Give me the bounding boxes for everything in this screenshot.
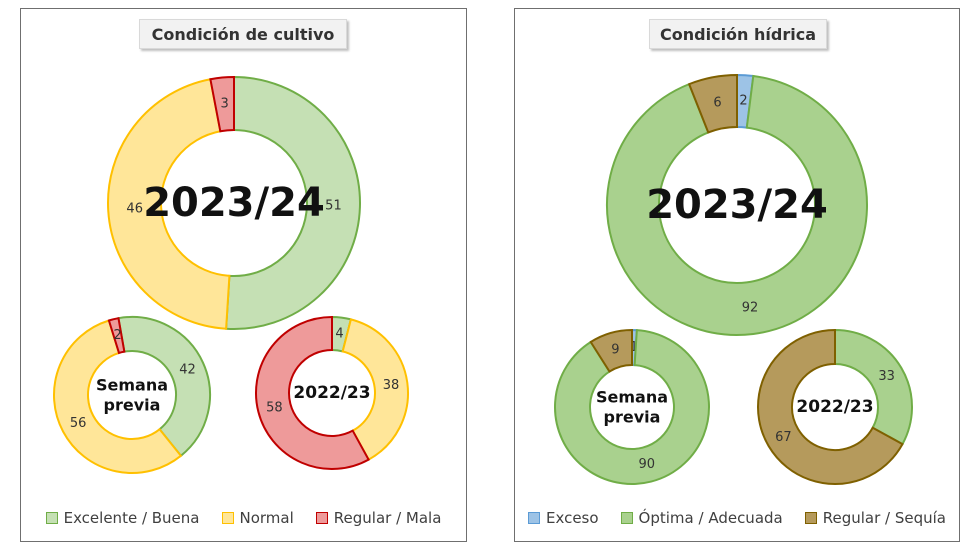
legend-swatch xyxy=(315,512,328,524)
donut-slice xyxy=(606,74,868,336)
chart-title: Condición hídrica xyxy=(649,19,827,49)
panel-condicion-cultivo: Condición de cultivo 51 46 3 2023/24 42 56 2 Se… xyxy=(20,8,467,542)
donut-slice xyxy=(554,329,710,485)
donut-slice xyxy=(687,73,738,134)
legend-item: Óptima / Adecuada xyxy=(620,509,783,527)
data-label: 2 xyxy=(739,94,747,109)
legend: Excelente / Buena Normal Regular / Mala xyxy=(21,509,466,527)
donut-slice xyxy=(255,315,370,470)
donut-slice xyxy=(341,318,409,461)
legend-swatch xyxy=(221,512,234,524)
legend-swatch xyxy=(527,512,540,524)
data-label: 58 xyxy=(266,400,283,415)
legend-swatch xyxy=(804,512,817,524)
data-label: 6 xyxy=(713,95,721,110)
donut-center-label: 2023/24 xyxy=(143,180,325,226)
donut-center-label: 2022/23 xyxy=(293,383,370,403)
chart-title: Condición de cultivo xyxy=(139,19,347,49)
donut-slice xyxy=(757,328,904,485)
legend-label: Exceso xyxy=(545,509,599,527)
data-label: 56 xyxy=(70,416,87,431)
donut-slice xyxy=(589,328,633,373)
panel-condicion-hidrica: Condición hídrica 2 92 6 2023/24 1 90 9 Semana p… xyxy=(514,8,960,542)
legend-item: Excelente / Buena xyxy=(45,509,200,527)
legend-item: Regular / Sequía xyxy=(804,509,946,527)
data-label: 38 xyxy=(383,378,400,393)
donut-slice xyxy=(225,75,361,330)
legend: Exceso Óptima / Adecuada Regular / Sequía xyxy=(515,509,959,527)
donut-center-label: 2022/23 xyxy=(796,397,873,417)
data-label: 92 xyxy=(742,301,759,316)
donut-center-label: previa xyxy=(104,396,161,415)
donut-slice xyxy=(107,317,126,355)
legend-label: Excelente / Buena xyxy=(63,509,200,527)
data-label: 9 xyxy=(611,342,619,357)
data-label: 33 xyxy=(878,369,895,384)
data-label: 42 xyxy=(179,362,196,377)
donut-center-label: 2023/24 xyxy=(646,182,828,228)
donut-center-label: Semana xyxy=(596,388,668,407)
legend-swatch xyxy=(620,512,633,524)
data-label: 51 xyxy=(325,199,342,214)
legend-swatch xyxy=(45,512,58,524)
legend-label: Óptima / Adecuada xyxy=(638,509,783,527)
data-label: 3 xyxy=(220,96,228,111)
legend-label: Regular / Sequía xyxy=(822,509,946,527)
legend-item: Regular / Mala xyxy=(315,509,442,527)
donut-center-label: Semana xyxy=(96,376,168,395)
data-label: 90 xyxy=(639,457,656,472)
data-label: 67 xyxy=(775,430,792,445)
data-label: 46 xyxy=(126,202,143,217)
donut-slice xyxy=(834,328,913,446)
legend-label: Normal xyxy=(239,509,294,527)
data-label: 2 xyxy=(114,328,122,343)
legend-item: Exceso xyxy=(527,509,599,527)
data-label: 1 xyxy=(630,340,638,355)
data-label: 4 xyxy=(335,326,343,341)
donut-slice xyxy=(53,319,183,474)
donut-slice xyxy=(107,78,231,330)
donut-slice xyxy=(209,75,235,133)
legend-item: Normal xyxy=(221,509,294,527)
donut-center-label: previa xyxy=(604,408,661,427)
legend-label: Regular / Mala xyxy=(333,509,442,527)
donut-slice xyxy=(117,316,211,458)
